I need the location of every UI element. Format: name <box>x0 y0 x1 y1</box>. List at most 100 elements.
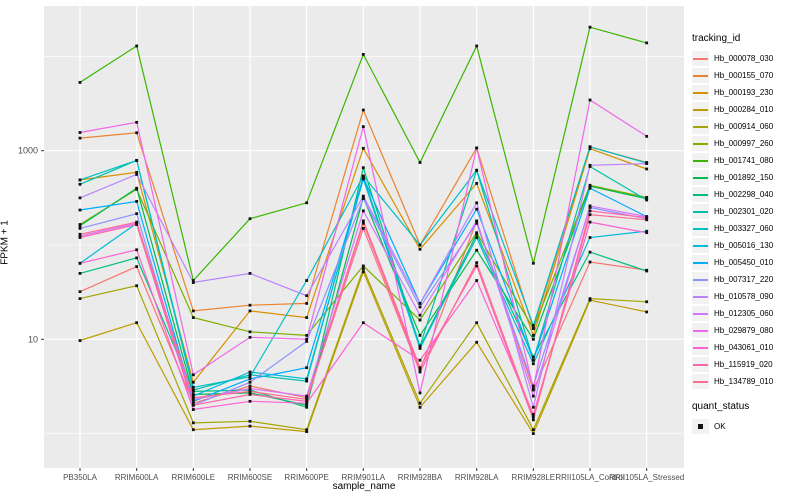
data-point <box>78 224 82 228</box>
x-tick-label: RRIM928BA <box>398 473 443 482</box>
data-point <box>191 316 195 319</box>
legend-entry-label: Hb_002301_020 <box>714 207 774 216</box>
x-tick-label: RRIM600PE <box>284 473 328 482</box>
legend-entry-Hb_134789_010: Hb_134789_010 <box>692 373 773 390</box>
data-point <box>361 177 365 181</box>
data-point <box>475 264 479 268</box>
data-point <box>191 279 195 282</box>
legend-entry-Hb_043061_010: Hb_043061_010 <box>692 339 773 356</box>
legend-title: quant_status <box>692 401 750 412</box>
legend-line-icon <box>693 92 708 94</box>
data-point <box>305 430 309 434</box>
data-point <box>305 294 309 298</box>
data-point <box>418 305 422 309</box>
legend-entry-Hb_000997_260: Hb_000997_260 <box>692 135 773 152</box>
legend-entry-label: Hb_000914_060 <box>714 122 774 131</box>
legend-line-icon <box>693 109 708 111</box>
legend-key-swatch <box>692 340 709 355</box>
data-point <box>418 366 422 370</box>
legend-line-icon <box>693 194 708 196</box>
legend-key-swatch <box>692 419 709 434</box>
data-point <box>588 297 592 301</box>
legend-key-swatch <box>692 187 709 202</box>
legend-entry-Hb_029879_080: Hb_029879_080 <box>692 322 773 339</box>
data-point <box>135 173 139 176</box>
data-point <box>248 393 252 396</box>
legend-entry-Hb_115919_020: Hb_115919_020 <box>692 356 773 373</box>
data-point <box>305 405 309 409</box>
data-point <box>135 284 139 288</box>
data-point <box>418 401 422 405</box>
x-tick-label: RRIM600LA <box>115 473 159 482</box>
data-point <box>361 53 365 56</box>
legend-line-icon <box>693 364 708 366</box>
legend-key-swatch <box>692 323 709 338</box>
data-point <box>135 186 139 190</box>
data-point <box>248 330 252 334</box>
data-point <box>248 391 252 395</box>
data-point <box>475 321 479 325</box>
data-point <box>361 321 365 325</box>
data-point <box>645 229 649 233</box>
data-point <box>531 337 535 341</box>
legend-entry-Hb_002301_020: Hb_002301_020 <box>692 203 773 220</box>
data-point <box>475 201 479 205</box>
data-point <box>361 267 365 271</box>
data-point <box>248 370 252 374</box>
legend-key-swatch <box>692 153 709 168</box>
legend-entry-label: Hb_007317_220 <box>714 275 774 284</box>
legend-key-swatch <box>692 119 709 134</box>
data-point <box>475 261 479 265</box>
data-point <box>248 373 252 377</box>
data-point <box>78 232 82 236</box>
data-point <box>475 146 479 150</box>
data-point <box>191 385 195 389</box>
data-point <box>418 347 422 350</box>
data-point <box>361 166 365 170</box>
legend-line-icon <box>693 177 708 179</box>
data-point <box>645 167 649 171</box>
legend-entry-OK: OK <box>692 418 749 435</box>
legend-key-swatch <box>692 238 709 253</box>
legend-key-swatch <box>692 289 709 304</box>
legend-line-icon <box>693 347 708 349</box>
data-point <box>588 213 592 217</box>
data-point <box>135 120 139 124</box>
legend-entry-label: Hb_000997_260 <box>714 139 774 148</box>
data-point <box>645 41 649 45</box>
data-point <box>361 219 365 223</box>
data-point <box>191 399 195 403</box>
legend-entry-label: Hb_043061_010 <box>714 343 774 352</box>
legend-entry-label: Hb_115919_020 <box>714 360 773 369</box>
data-point <box>191 309 195 313</box>
data-point <box>588 186 592 190</box>
data-point <box>305 379 309 383</box>
data-point <box>418 370 422 374</box>
data-point <box>361 209 365 213</box>
data-point <box>305 302 309 305</box>
legend-entry-Hb_001741_080: Hb_001741_080 <box>692 152 773 169</box>
data-point <box>78 236 82 239</box>
data-point <box>475 232 479 236</box>
legend-key-swatch <box>692 102 709 117</box>
data-point <box>191 394 195 398</box>
legend-line-icon <box>693 381 708 383</box>
legend-entry-Hb_012305_060: Hb_012305_060 <box>692 305 773 322</box>
data-point <box>191 393 195 396</box>
legend-entry-label: Hb_029879_080 <box>714 326 774 335</box>
legend-key-swatch <box>692 204 709 219</box>
data-point <box>418 333 422 337</box>
legend-key-swatch <box>692 136 709 151</box>
data-point <box>135 321 139 325</box>
legend-title: tracking_id <box>692 33 741 44</box>
data-point <box>475 236 479 239</box>
legend-entry-Hb_000193_230: Hb_000193_230 <box>692 84 773 101</box>
legend-entry-label: Hb_000284_010 <box>714 105 774 114</box>
legend-key-swatch <box>692 221 709 236</box>
legend-entry-Hb_000078_030: Hb_000078_030 <box>692 50 773 67</box>
data-point <box>248 387 252 391</box>
legend-entry-Hb_005450_010: Hb_005450_010 <box>692 254 773 271</box>
data-point <box>248 217 252 221</box>
data-point <box>305 401 309 405</box>
data-point <box>418 391 422 395</box>
